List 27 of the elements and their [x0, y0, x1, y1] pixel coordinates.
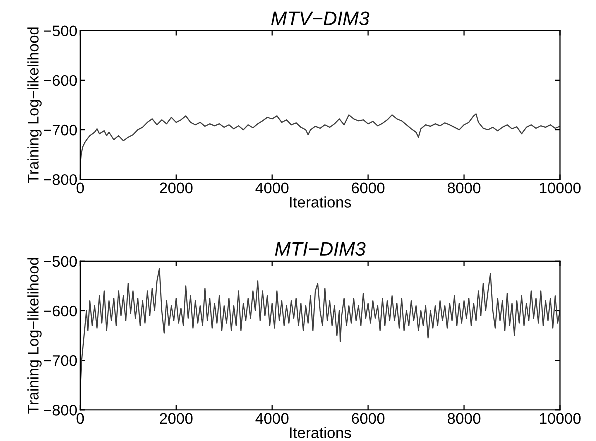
x-tick-label: 6000	[352, 182, 385, 194]
y-tick-label: −500	[44, 256, 78, 268]
y-tick-label: −500	[44, 26, 78, 37]
y-tick-label: −700	[44, 124, 78, 136]
chart-title: MTV−DIM3	[272, 12, 370, 26]
y-tick-label: −600	[44, 75, 78, 86]
y-tick-label: −800	[44, 405, 78, 416]
y-tick-label: −600	[44, 306, 78, 317]
x-tick-label: 10000	[540, 413, 581, 424]
y-axis-title: Training Log−likelihood	[28, 28, 42, 184]
x-tick-label: 10000	[540, 182, 581, 194]
y-tick-label: −700	[44, 355, 78, 366]
x-axis-title: Iterations	[290, 196, 352, 208]
x-tick-label: 4000	[256, 182, 289, 194]
line-series	[80, 114, 560, 166]
y-axis-title: Training Log−likelihood	[28, 258, 42, 414]
y-tick-label: −800	[44, 174, 78, 186]
x-tick-label: 2000	[160, 182, 193, 194]
x-tick-label: 8000	[448, 413, 481, 424]
chart-title: MTI−DIM3	[275, 242, 366, 256]
x-tick-label: 0	[76, 413, 84, 424]
x-tick-label: 2000	[160, 413, 193, 424]
x-tick-label: 8000	[448, 182, 481, 194]
x-tick-label: 0	[76, 182, 84, 194]
x-tick-label: 6000	[352, 413, 385, 424]
x-tick-label: 4000	[256, 413, 289, 424]
x-axis-title: Iterations	[290, 427, 352, 438]
